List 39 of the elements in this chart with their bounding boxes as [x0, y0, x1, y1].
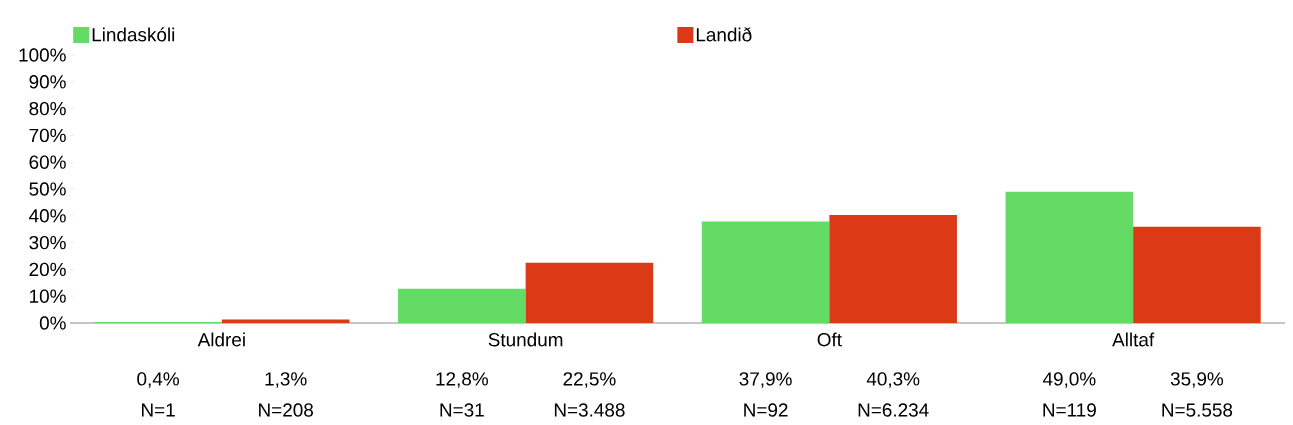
- y-tick-label: 30%: [29, 235, 66, 250]
- x-tick-label: Aldrei: [197, 332, 245, 347]
- y-tick-label: 40%: [29, 209, 66, 223]
- x-tick-label: Alltaf: [1112, 332, 1155, 347]
- y-tick-label: 20%: [29, 262, 66, 277]
- text: N=31: [440, 403, 484, 417]
- y-tick-label: 80%: [29, 101, 66, 116]
- bar: [1005, 191, 1134, 323]
- x-tick-label: Oft: [817, 332, 842, 347]
- x-tick-label: Stundum: [488, 332, 563, 347]
- bar: [1133, 226, 1261, 323]
- text: N=1: [142, 403, 175, 417]
- y-tick-label: 10%: [30, 289, 66, 303]
- text: N=119: [1043, 403, 1096, 417]
- text: N=92: [744, 403, 788, 417]
- data-label: 49,0%: [1042, 372, 1096, 388]
- legend-label: Landið: [696, 27, 752, 42]
- y-tick-label: 0%: [39, 316, 66, 330]
- data-label: 40,3%: [866, 372, 920, 388]
- y-tick-label: 90%: [29, 75, 66, 89]
- y-tick-label: 50%: [29, 182, 66, 196]
- data-label: 0,4%: [137, 372, 179, 388]
- legend-label: Lindaskóli: [92, 27, 175, 42]
- data-label: 1,3%: [265, 372, 307, 388]
- y-tick-label: 70%: [29, 128, 66, 143]
- text: N=3.488: [554, 403, 625, 417]
- y-tick-label: 60%: [29, 155, 66, 169]
- text: N=5.558: [1162, 403, 1233, 417]
- y-tick-label: 100%: [19, 48, 66, 62]
- data-label: 35,9%: [1170, 372, 1224, 388]
- data-label: 22,5%: [563, 372, 616, 388]
- data-label: 37,9%: [739, 372, 792, 388]
- bar: [398, 288, 526, 323]
- text: N=208: [259, 403, 313, 417]
- data-label: 12,8%: [436, 372, 488, 388]
- text: N=6.234: [858, 403, 929, 417]
- bar: [525, 262, 654, 323]
- bar: [701, 221, 830, 323]
- bar: [829, 215, 957, 323]
